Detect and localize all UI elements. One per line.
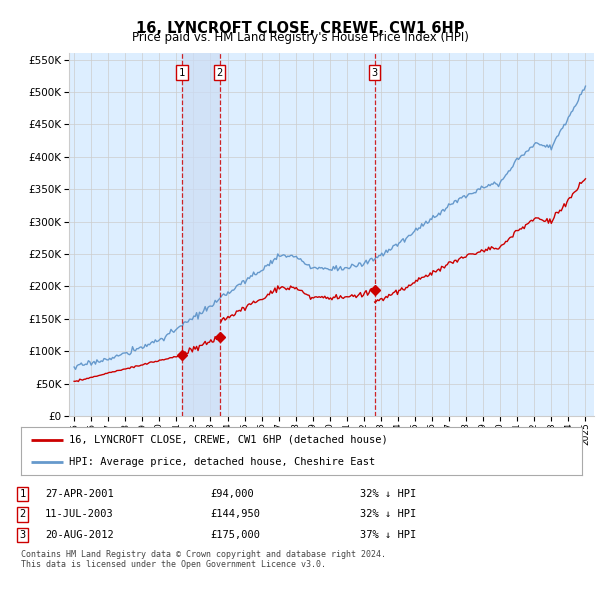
Text: 32% ↓ HPI: 32% ↓ HPI xyxy=(360,489,416,499)
Text: £144,950: £144,950 xyxy=(210,510,260,519)
Text: 3: 3 xyxy=(371,67,378,77)
Text: £175,000: £175,000 xyxy=(210,530,260,540)
Text: 20-AUG-2012: 20-AUG-2012 xyxy=(45,530,114,540)
Text: 16, LYNCROFT CLOSE, CREWE, CW1 6HP: 16, LYNCROFT CLOSE, CREWE, CW1 6HP xyxy=(136,21,464,35)
Text: 16, LYNCROFT CLOSE, CREWE, CW1 6HP (detached house): 16, LYNCROFT CLOSE, CREWE, CW1 6HP (deta… xyxy=(68,435,388,445)
Text: 11-JUL-2003: 11-JUL-2003 xyxy=(45,510,114,519)
Text: HPI: Average price, detached house, Cheshire East: HPI: Average price, detached house, Ches… xyxy=(68,457,375,467)
Text: 27-APR-2001: 27-APR-2001 xyxy=(45,489,114,499)
Text: Price paid vs. HM Land Registry's House Price Index (HPI): Price paid vs. HM Land Registry's House … xyxy=(131,31,469,44)
Bar xyxy=(182,53,220,416)
Text: £94,000: £94,000 xyxy=(210,489,254,499)
Text: 1: 1 xyxy=(20,489,26,499)
Text: 3: 3 xyxy=(20,530,26,540)
Text: Contains HM Land Registry data © Crown copyright and database right 2024.: Contains HM Land Registry data © Crown c… xyxy=(21,550,386,559)
Text: 37% ↓ HPI: 37% ↓ HPI xyxy=(360,530,416,540)
Text: This data is licensed under the Open Government Licence v3.0.: This data is licensed under the Open Gov… xyxy=(21,560,326,569)
Text: 1: 1 xyxy=(179,67,185,77)
Text: 2: 2 xyxy=(20,510,26,519)
Text: 32% ↓ HPI: 32% ↓ HPI xyxy=(360,510,416,519)
Text: 2: 2 xyxy=(217,67,223,77)
